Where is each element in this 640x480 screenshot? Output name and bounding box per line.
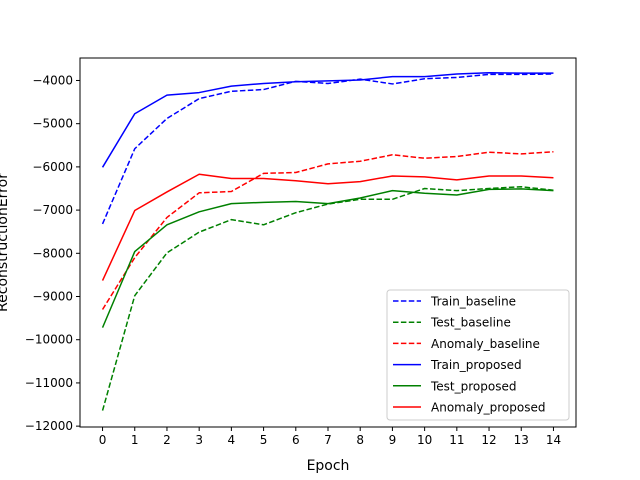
x-tick-label: 8 bbox=[356, 433, 364, 447]
x-tick-label: 4 bbox=[228, 433, 236, 447]
series-line-anomaly-proposed bbox=[101, 173, 554, 281]
series-layer bbox=[101, 71, 554, 411]
x-tick-label: 3 bbox=[195, 433, 203, 447]
x-tick-label: 9 bbox=[389, 433, 397, 447]
x-tick-label: 7 bbox=[324, 433, 332, 447]
legend-label: Test_proposed bbox=[430, 379, 516, 393]
y-tick-label: −10000 bbox=[25, 333, 73, 347]
x-tick-label: 1 bbox=[131, 433, 139, 447]
series-line-test-baseline bbox=[101, 186, 554, 411]
x-tick-label: 14 bbox=[546, 433, 561, 447]
legend-box bbox=[386, 289, 570, 421]
legend-label: Anomaly_proposed bbox=[431, 401, 545, 415]
x-tick-label: 11 bbox=[449, 433, 464, 447]
y-axis-ticks: −12000 −11000 −10000 −9000 −8000 −7000 −6000 −5… bbox=[25, 73, 80, 433]
legend-label: Anomaly_baseline bbox=[431, 337, 540, 351]
legend-label: Train_proposed bbox=[430, 358, 522, 372]
y-tick-label: −4000 bbox=[32, 73, 73, 87]
series-line-anomaly-baseline bbox=[101, 151, 554, 310]
y-tick-label: −7000 bbox=[32, 203, 73, 217]
x-tick-label: 5 bbox=[260, 433, 268, 447]
x-tick-label: 0 bbox=[99, 433, 107, 447]
x-tick-label: 2 bbox=[163, 433, 171, 447]
series-line-train-baseline bbox=[101, 73, 554, 225]
y-tick-label: −12000 bbox=[25, 419, 73, 433]
x-tick-label: 6 bbox=[292, 433, 300, 447]
y-tick-label: −6000 bbox=[32, 160, 73, 174]
x-axis-ticks: 0 1 2 3 4 5 6 7 8 9 10 11 12 13 14 bbox=[99, 427, 561, 447]
y-tick-label: −9000 bbox=[32, 290, 73, 304]
y-tick-label: −11000 bbox=[25, 376, 73, 390]
y-tick-label: −8000 bbox=[32, 246, 73, 260]
y-tick-label: −5000 bbox=[32, 117, 73, 131]
legend-label: Train_baseline bbox=[430, 295, 516, 309]
x-tick-label: 13 bbox=[514, 433, 529, 447]
y-axis-label: ReconstructionError bbox=[0, 173, 11, 312]
x-tick-label: 10 bbox=[417, 433, 432, 447]
x-tick-label: 12 bbox=[481, 433, 496, 447]
legend-label: Test_baseline bbox=[430, 316, 511, 330]
series-line-train-proposed bbox=[101, 71, 554, 168]
legend: Train_baseline Test_baseline Anomaly_basel… bbox=[386, 289, 570, 421]
x-axis-label: Epoch bbox=[307, 458, 350, 474]
series-line-test-proposed bbox=[101, 188, 554, 328]
